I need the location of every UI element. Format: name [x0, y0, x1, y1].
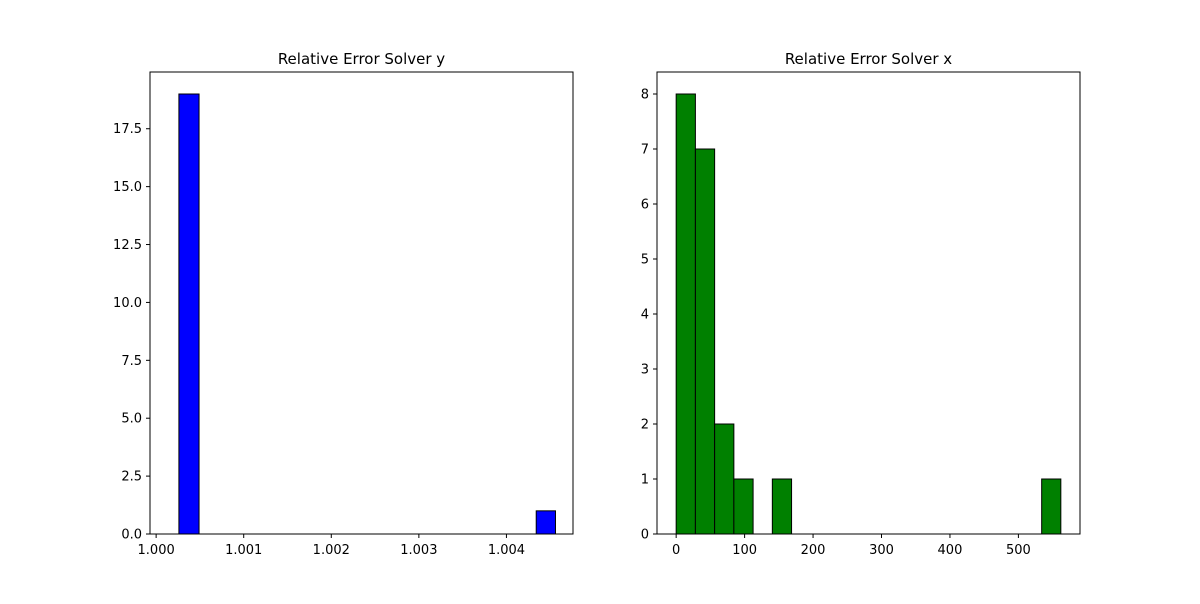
left-bar-1 [535, 510, 556, 535]
right-xtick-label-3: 300 [869, 543, 894, 558]
right-xtick-label-2: 200 [801, 543, 826, 558]
right-bar-2 [714, 423, 735, 535]
right-ytick-label-4: 4 [641, 308, 649, 323]
left-xtick-label-1: 1.001 [225, 543, 262, 558]
right-ytick-label-1: 1 [641, 473, 649, 488]
left-xtick-label-0: 1.000 [138, 543, 175, 558]
left-ytick-label-6: 15.0 [113, 180, 142, 195]
left-ytick-label-2: 5.0 [121, 412, 142, 427]
right-bar-4 [771, 478, 793, 535]
right-ytick-label-3: 3 [641, 363, 649, 378]
right-ytick-label-6: 6 [641, 198, 649, 213]
left-xtick-label-2: 1.002 [313, 543, 350, 558]
left-xtick-label-4: 1.004 [488, 543, 525, 558]
right-ytick-label-7: 7 [641, 143, 649, 158]
left-ytick-label-4: 10.0 [113, 296, 142, 311]
left-ytick-label-7: 17.5 [113, 122, 142, 137]
left-plot-frame [149, 71, 574, 535]
left-ytick-label-3: 7.5 [121, 354, 142, 369]
right-bars [675, 93, 1062, 535]
left-histogram: 1.000 1.001 1.002 1.003 1.004 0.0 2.5 5.0 7.5 10.… [113, 50, 574, 558]
left-ytick-label-0: 0.0 [121, 528, 142, 543]
left-ytick-label-5: 12.5 [113, 238, 142, 253]
left-xtick-label-3: 1.003 [400, 543, 437, 558]
right-plot-frame [656, 71, 1081, 535]
right-xtick-label-5: 500 [1006, 543, 1031, 558]
right-bar-1 [694, 148, 716, 535]
right-xtick-label-0: 0 [672, 543, 680, 558]
right-bar-5 [1041, 478, 1062, 535]
left-plot-background [150, 72, 573, 534]
left-chart-title: Relative Error Solver y [278, 50, 445, 68]
right-ytick-label-2: 2 [641, 418, 649, 433]
right-bar-3 [733, 478, 754, 535]
right-chart-title: Relative Error Solver x [785, 50, 952, 68]
left-bars [178, 93, 556, 535]
right-ytick-label-8: 8 [641, 88, 649, 103]
right-axes: 0 100 200 300 400 500 0 1 2 3 4 5 6 7 8 [641, 88, 1031, 559]
left-ytick-label-1: 2.5 [121, 470, 142, 485]
right-xtick-label-1: 100 [732, 543, 757, 558]
left-bar-0 [178, 93, 200, 535]
right-xtick-label-4: 400 [938, 543, 963, 558]
right-bar-0 [675, 93, 696, 535]
right-ytick-label-0: 0 [641, 528, 649, 543]
right-ytick-label-5: 5 [641, 253, 649, 268]
left-axes: 1.000 1.001 1.002 1.003 1.004 0.0 2.5 5.0 7.5 10.… [113, 122, 525, 558]
right-histogram: 0 100 200 300 400 500 0 1 2 3 4 5 6 7 8 Relative Error… [641, 50, 1081, 559]
